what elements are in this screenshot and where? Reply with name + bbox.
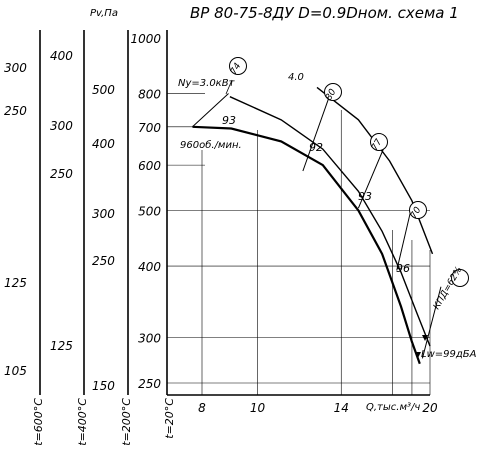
curve-arrow-tip: [415, 352, 421, 358]
performance-curve: [229, 96, 431, 347]
aux-tick-label: 125: [4, 276, 27, 290]
aux-tick-label: 250: [50, 167, 73, 181]
efficiency-ray: [192, 93, 229, 128]
axis-caption: t=20°C: [163, 398, 176, 439]
x-tick-label: 14: [334, 401, 349, 415]
chart-title: ВР 80-75-8ДУ D=0.9Dном. схема 1: [190, 4, 459, 22]
aux-tick-label: 125: [50, 339, 73, 353]
efficiency-value: 96: [396, 262, 410, 275]
axis-caption: t=600°C: [32, 398, 45, 446]
y-tick-label: 250: [138, 377, 161, 391]
aux-tick-label: 300: [4, 61, 27, 75]
y-tick-label: 800: [138, 88, 161, 102]
efficiency-ray: [421, 286, 442, 359]
speed-label: 960об./мин.: [180, 139, 242, 151]
curve-arrow-tip: [422, 335, 428, 341]
efficiency-marker: [229, 57, 247, 75]
x-tick-label: 20: [422, 401, 438, 415]
aux-tick-label: 105: [4, 364, 27, 378]
efficiency-ray: [396, 205, 413, 271]
efficiency-ray: [302, 93, 331, 172]
y-tick-label: 1000: [130, 32, 161, 46]
aux-tick-label: 300: [92, 207, 115, 221]
power-label: Ny=3.0кВт: [178, 78, 236, 89]
efficiency-value: 93: [358, 190, 372, 203]
power-label: 4.0: [288, 72, 304, 83]
performance-curve: [192, 125, 421, 365]
efficiency-marker: [324, 83, 342, 101]
efficiency-ray: [357, 141, 388, 209]
aux-tick-label: 150: [92, 379, 115, 393]
aux-tick-label: 400: [92, 137, 115, 151]
x-axis-label: Q,тыс.м³/ч: [366, 402, 420, 413]
efficiency-value: 92: [309, 141, 323, 154]
axis-caption: t=400°C: [76, 398, 89, 446]
efficiency-marker: [370, 133, 388, 151]
x-tick-label: 8: [198, 401, 206, 415]
efficiency-value: 93: [222, 114, 236, 127]
kpd-marker: [451, 269, 469, 287]
leader-line: [225, 79, 233, 95]
y-tick-label: 700: [138, 121, 161, 135]
efficiency-marker: [409, 201, 427, 219]
kpd-label: КПД=62%: [432, 265, 465, 311]
aux-tick-label: 250: [92, 254, 115, 268]
y-tick-label: 300: [138, 332, 161, 346]
aux-tick-label: 500: [92, 83, 115, 97]
y-tick-label: 400: [138, 260, 161, 274]
y-tick-label: 500: [138, 205, 161, 219]
noise-label: Lw=99дБА: [421, 349, 477, 360]
x-tick-label: 10: [250, 401, 266, 415]
y-axis-label: Pv,Па: [90, 8, 118, 19]
axis-caption: t=200°C: [120, 398, 133, 446]
aux-tick-label: 400: [50, 49, 73, 63]
aux-tick-label: 300: [50, 119, 73, 133]
y-tick-label: 600: [138, 159, 161, 173]
aux-tick-label: 250: [4, 104, 27, 118]
